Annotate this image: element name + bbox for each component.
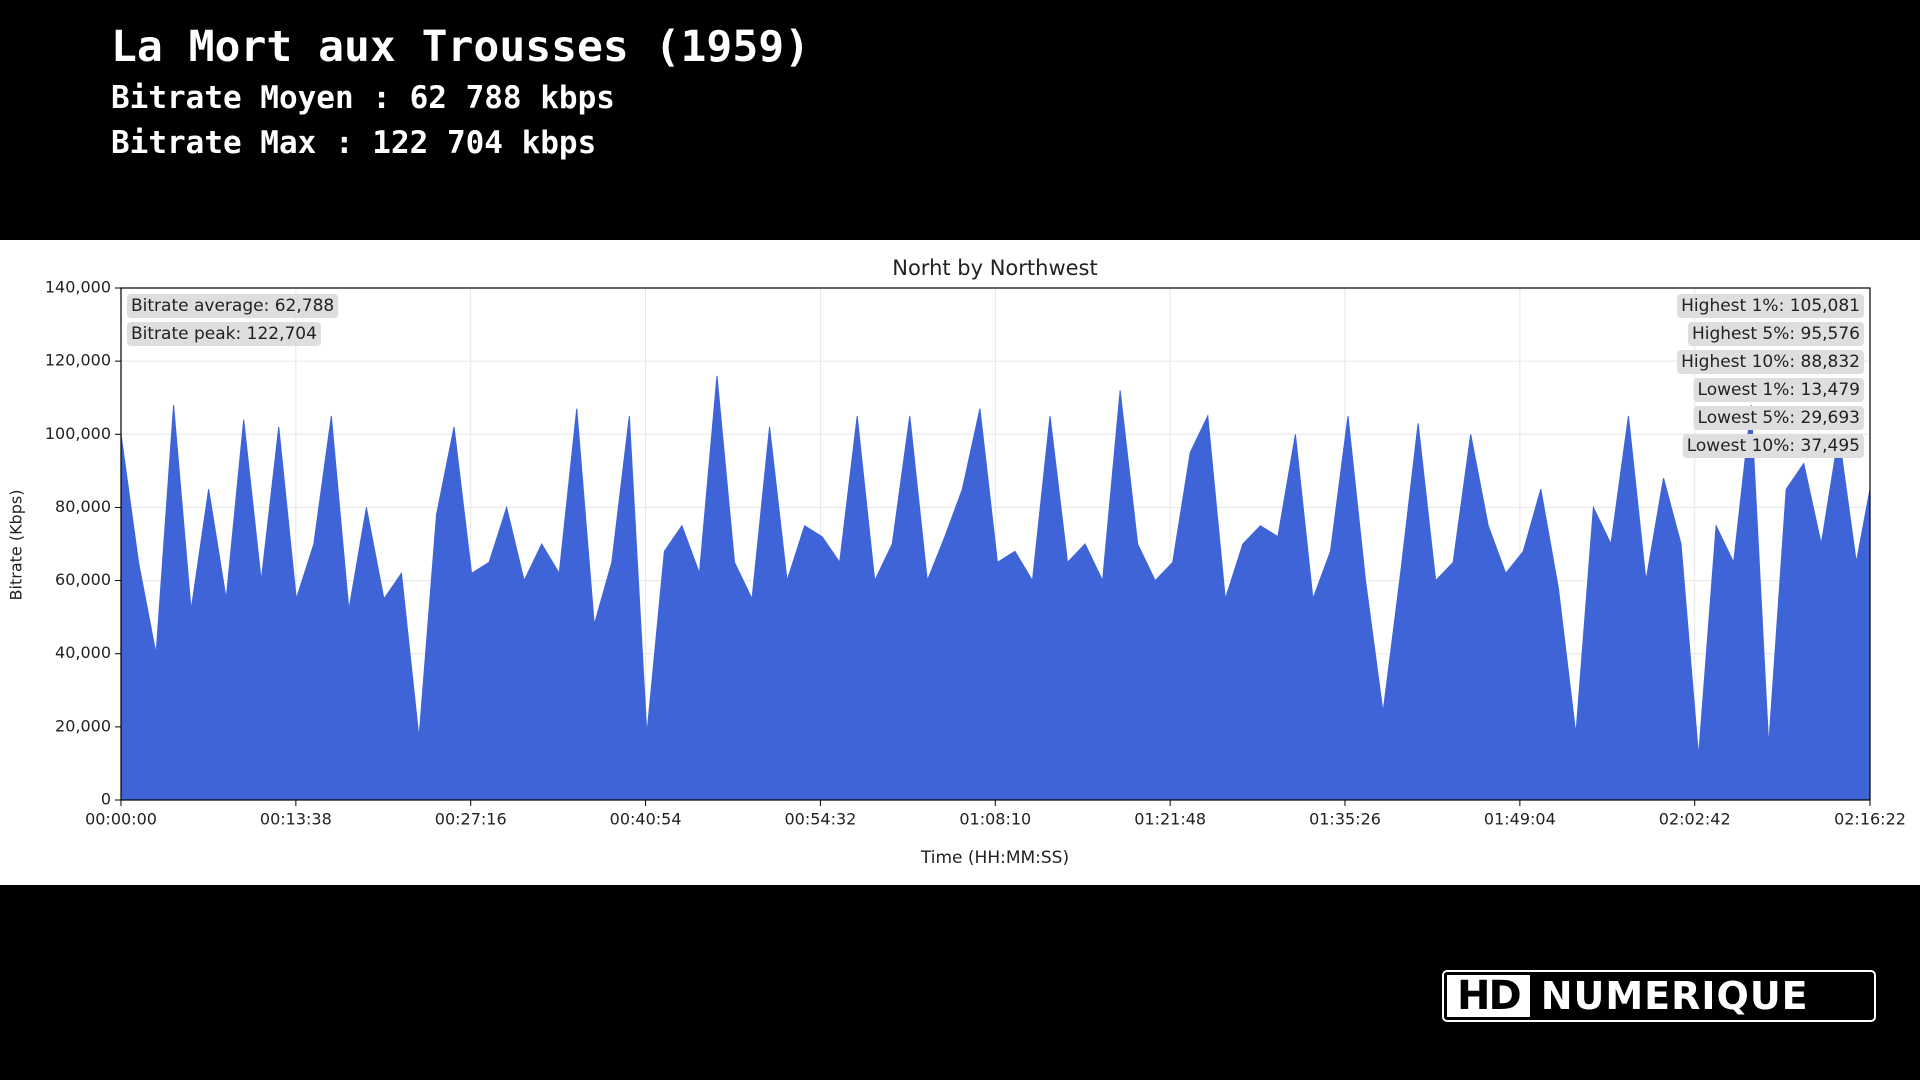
x-tick-label: 02:02:42	[1659, 810, 1731, 829]
y-tick-label: 100,000	[45, 424, 111, 443]
logo-hd: HD	[1447, 975, 1530, 1017]
y-tick-label: 80,000	[55, 497, 111, 516]
x-tick-label: 00:00:00	[85, 810, 157, 829]
x-axis-label: Time (HH:MM:SS)	[920, 848, 1069, 868]
stat-box-bg	[127, 322, 321, 346]
x-tick-label: 01:35:26	[1309, 810, 1381, 829]
logo-text: NUMERIQUE	[1540, 974, 1809, 1018]
bitrate-area	[120, 375, 1871, 801]
stat-box: Lowest 1%: 13,479	[1693, 378, 1864, 402]
stat-text: Bitrate peak: 122,704	[131, 324, 317, 344]
stat-box: Lowest 5%: 29,693	[1693, 406, 1864, 430]
stat-box-bg	[1682, 434, 1864, 458]
stat-box-bg	[1693, 406, 1864, 430]
stat-box: Bitrate average: 62,788	[127, 294, 339, 318]
stat-box: Highest 10%: 88,832	[1677, 350, 1864, 374]
stat-text: Highest 1%: 105,081	[1681, 296, 1860, 316]
y-tick-label: 140,000	[45, 278, 111, 297]
x-tick-label: 00:40:54	[610, 810, 682, 829]
stat-box: Bitrate peak: 122,704	[127, 322, 321, 346]
stat-text: Highest 5%: 95,576	[1692, 324, 1860, 344]
stat-box: Lowest 10%: 37,495	[1682, 434, 1864, 458]
stat-box-bg	[127, 294, 339, 318]
y-tick-label: 60,000	[55, 570, 111, 589]
logo: HD NUMERIQUE	[1442, 970, 1876, 1022]
x-tick-label: 00:13:38	[260, 810, 332, 829]
stat-box-bg	[1693, 378, 1864, 402]
stat-text: Lowest 5%: 29,693	[1698, 408, 1860, 428]
x-tick-label: 01:08:10	[959, 810, 1031, 829]
x-tick-label: 01:21:48	[1134, 810, 1206, 829]
chart-title: Norht by Northwest	[892, 256, 1097, 280]
subtitle-line: Bitrate Max : 122 704 kbps	[111, 125, 597, 161]
y-tick-label: 120,000	[45, 351, 111, 370]
stat-text: Highest 10%: 88,832	[1681, 352, 1860, 372]
y-tick-label: 0	[101, 790, 111, 809]
x-tick-label: 00:54:32	[784, 810, 856, 829]
y-axis-label: Bitrate (Kbps)	[7, 490, 26, 601]
stat-box-bg	[1677, 294, 1864, 318]
stat-box: Highest 5%: 95,576	[1687, 322, 1864, 346]
plot-frame	[120, 287, 1871, 801]
stat-box: Highest 1%: 105,081	[1677, 294, 1864, 318]
chart: Norht by Northwest Time (HH:MM:SS) Bitra…	[0, 240, 1920, 885]
x-tick-label: 02:16:22	[1834, 810, 1906, 829]
y-tick-label: 20,000	[55, 716, 111, 735]
subtitle-line: Bitrate Moyen : 62 788 kbps	[111, 80, 615, 116]
page-title: La Mort aux Trousses (1959)	[111, 22, 810, 72]
stat-box-bg	[1677, 350, 1864, 374]
stat-text: Lowest 10%: 37,495	[1687, 436, 1860, 456]
x-tick-label: 01:49:04	[1484, 810, 1556, 829]
stat-box-bg	[1687, 322, 1864, 346]
y-tick-label: 40,000	[55, 643, 111, 662]
stat-text: Lowest 1%: 13,479	[1698, 380, 1860, 400]
x-tick-label: 00:27:16	[435, 810, 507, 829]
stat-text: Bitrate average: 62,788	[131, 296, 334, 316]
